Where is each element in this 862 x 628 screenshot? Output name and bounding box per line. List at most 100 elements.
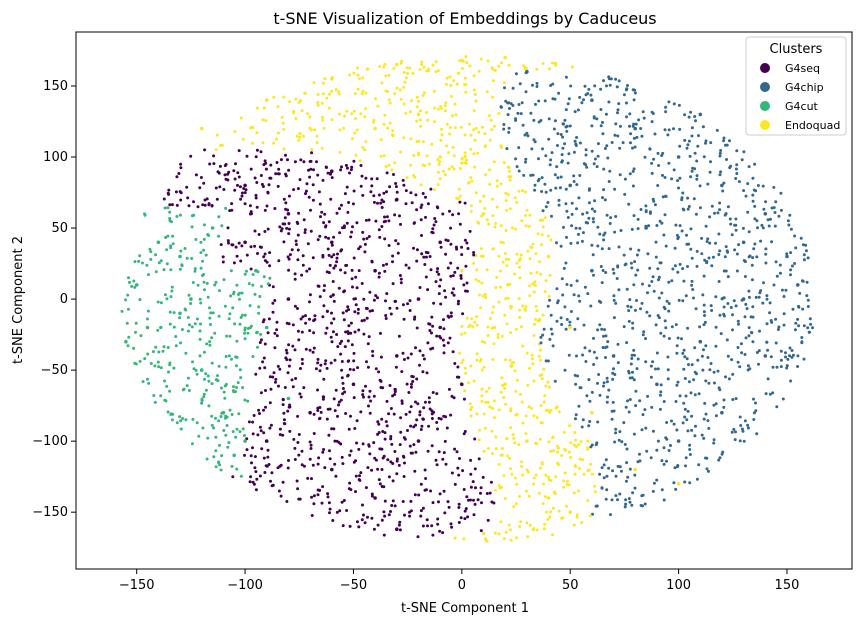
data-point	[718, 249, 722, 253]
data-point	[450, 394, 454, 398]
data-point	[243, 337, 247, 341]
data-point	[413, 493, 417, 497]
data-point	[741, 226, 745, 230]
data-point	[598, 393, 602, 397]
data-point	[791, 353, 795, 357]
data-point	[234, 364, 238, 368]
data-point	[285, 351, 289, 355]
data-point	[515, 261, 519, 265]
data-point	[751, 176, 755, 180]
data-point	[362, 318, 366, 322]
data-point	[784, 288, 788, 292]
data-point	[692, 378, 696, 382]
data-point	[539, 358, 543, 362]
x-tick-label: 100	[666, 578, 691, 593]
data-point	[293, 446, 297, 450]
data-point	[802, 357, 806, 361]
data-point	[502, 81, 506, 85]
data-point	[207, 379, 211, 383]
data-point	[636, 217, 640, 221]
y-tick-label: −150	[32, 505, 68, 520]
data-point	[184, 308, 188, 312]
data-point	[253, 244, 257, 248]
data-point	[323, 466, 327, 470]
data-point	[336, 252, 339, 256]
data-point	[321, 450, 325, 454]
data-point	[473, 467, 477, 471]
data-point	[607, 75, 611, 79]
data-point	[195, 421, 199, 425]
data-point	[200, 397, 204, 401]
data-point	[698, 339, 703, 344]
data-point	[736, 360, 740, 364]
data-point	[429, 268, 433, 272]
data-point	[789, 273, 792, 277]
data-point	[764, 200, 768, 204]
data-point	[209, 323, 212, 326]
data-point	[134, 330, 137, 334]
data-point	[335, 439, 339, 443]
data-point	[378, 235, 382, 239]
data-point	[390, 504, 394, 507]
data-point	[507, 130, 511, 134]
data-point	[256, 433, 260, 437]
data-point	[417, 493, 421, 497]
data-point	[705, 260, 709, 264]
data-point	[569, 456, 573, 459]
data-point	[492, 501, 496, 505]
data-point	[666, 368, 670, 372]
data-point	[743, 275, 747, 278]
data-point	[433, 188, 437, 192]
data-point	[447, 151, 450, 154]
data-point	[532, 322, 536, 326]
data-point	[199, 266, 203, 270]
data-point	[578, 299, 582, 303]
data-point	[324, 224, 328, 228]
data-point	[287, 364, 291, 368]
data-point	[474, 486, 477, 490]
data-point	[608, 83, 612, 87]
data-point	[179, 162, 183, 166]
data-point	[449, 274, 453, 278]
data-point	[444, 252, 448, 256]
data-point	[257, 233, 261, 236]
data-point	[535, 67, 539, 71]
data-point	[529, 173, 533, 177]
data-point	[634, 389, 638, 393]
data-point	[415, 326, 419, 330]
data-point	[295, 220, 299, 224]
data-point	[480, 281, 484, 285]
data-point	[674, 323, 678, 327]
data-point	[303, 231, 307, 234]
data-point	[398, 443, 402, 447]
data-point	[321, 315, 325, 319]
data-point	[278, 433, 282, 437]
data-point	[599, 124, 603, 128]
data-point	[394, 365, 398, 369]
data-point	[712, 403, 716, 407]
data-point	[250, 125, 254, 129]
data-point	[294, 97, 298, 101]
data-point	[171, 234, 175, 238]
data-point	[338, 231, 342, 235]
data-point	[763, 354, 768, 358]
data-point	[261, 141, 265, 145]
data-point	[363, 148, 367, 152]
data-point	[448, 126, 452, 129]
data-point	[773, 211, 777, 214]
data-point	[702, 274, 706, 278]
data-point	[439, 336, 443, 340]
data-point	[367, 235, 371, 238]
data-point	[297, 453, 301, 457]
data-point	[198, 186, 202, 190]
data-point	[182, 387, 186, 391]
data-point	[469, 210, 473, 213]
data-point	[393, 213, 397, 217]
data-point	[769, 355, 773, 359]
data-point	[738, 439, 742, 443]
data-point	[432, 223, 436, 227]
data-point	[726, 275, 730, 279]
data-point	[415, 259, 419, 263]
data-point	[524, 224, 528, 228]
data-point	[262, 163, 266, 167]
